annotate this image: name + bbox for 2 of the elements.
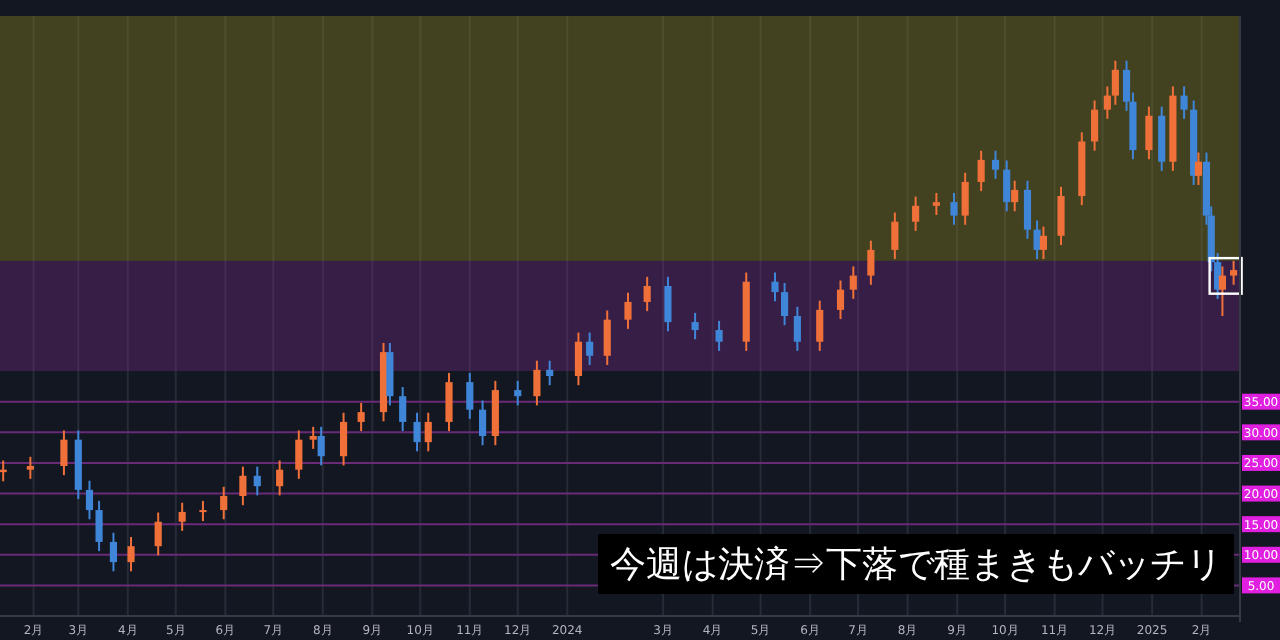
annotation: 今週は決済⇒下落で種まきもバッチリ — [610, 544, 1222, 584]
annotation: 今週は決済⇒下落で種まきもバッチリ — [598, 534, 1234, 594]
